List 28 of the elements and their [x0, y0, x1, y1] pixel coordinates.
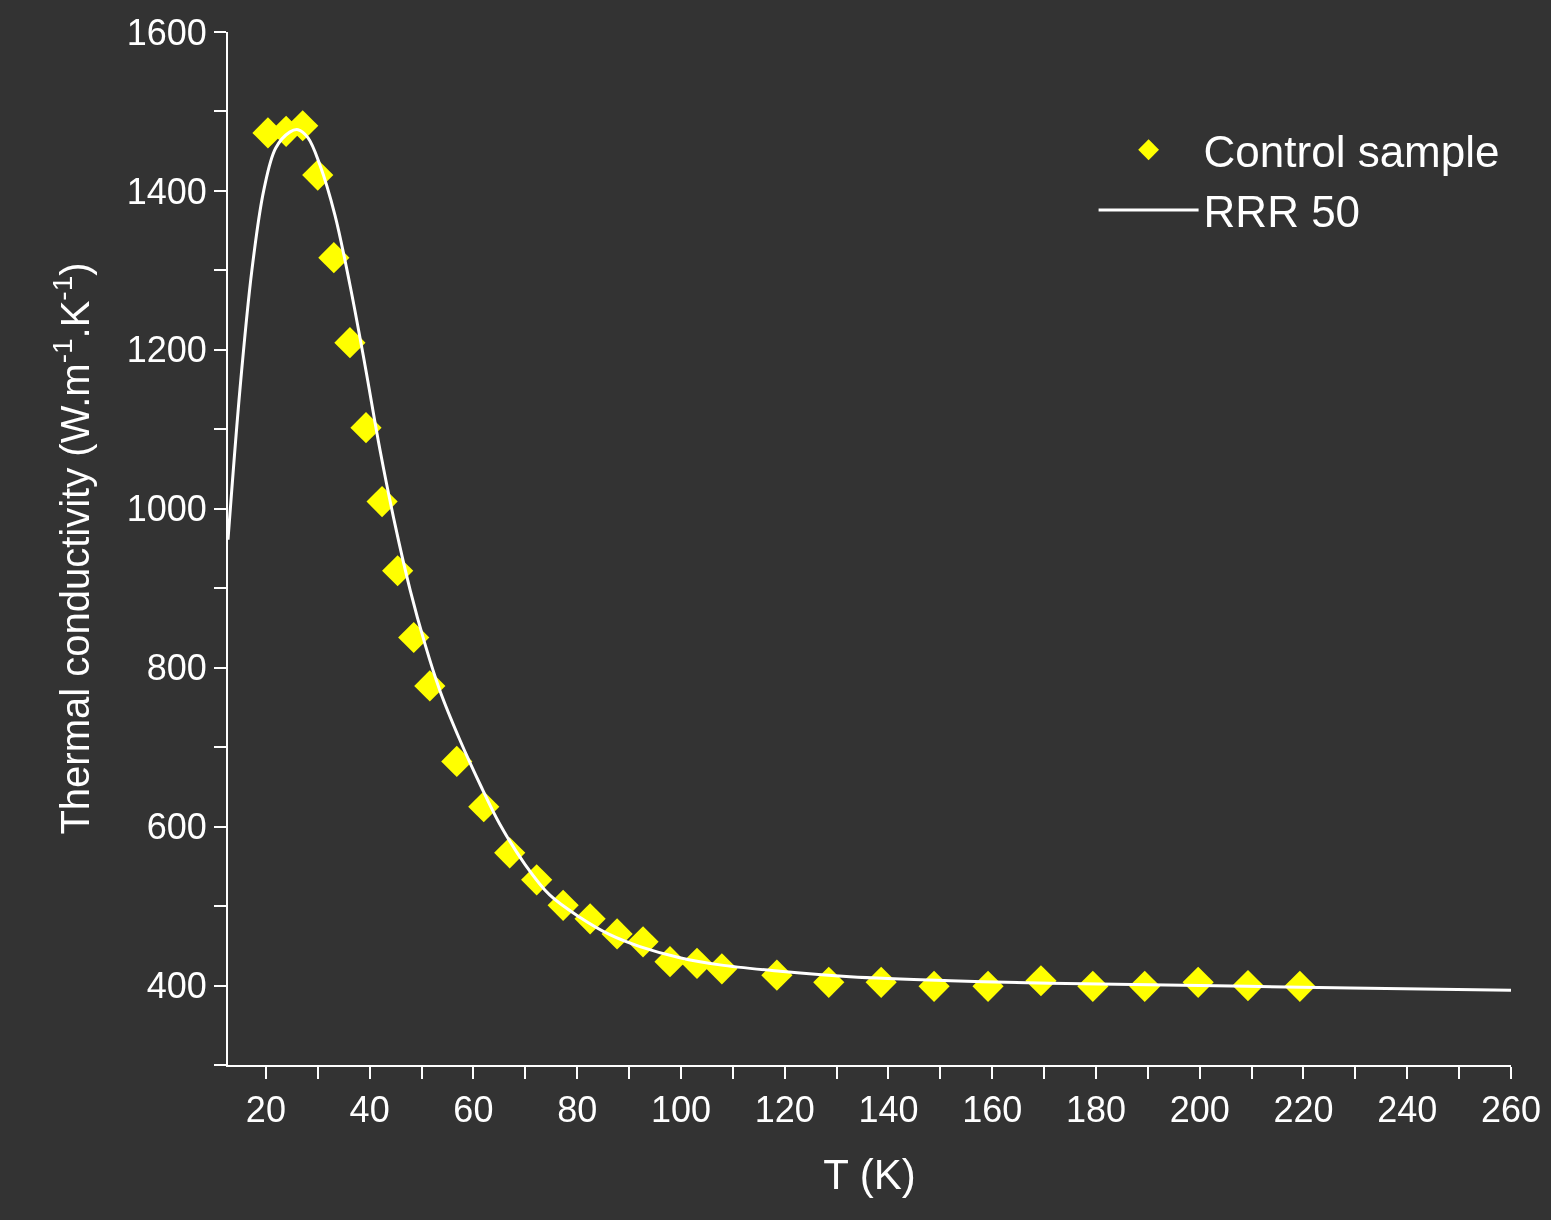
- x-tick-label: 100: [650, 1089, 711, 1131]
- x-tick-label: 200: [1169, 1089, 1230, 1131]
- point: [334, 327, 366, 359]
- x-tick-label: 260: [1480, 1089, 1542, 1131]
- x-tick-label: 220: [1273, 1089, 1334, 1131]
- y-tick-label: 600: [146, 806, 207, 848]
- x-tick-label: 40: [349, 1089, 390, 1131]
- point: [318, 242, 350, 274]
- x-tick-label: 160: [962, 1089, 1023, 1131]
- x-tick-label: 140: [858, 1089, 919, 1131]
- x-tick-label: 60: [453, 1089, 494, 1131]
- legend-label: Control sample: [1203, 126, 1500, 176]
- y-tick-label: 800: [146, 647, 207, 689]
- point: [366, 486, 398, 518]
- x-tick-label: 80: [557, 1089, 598, 1131]
- y-tick-label: 1000: [126, 488, 207, 530]
- y-tick-label: 1600: [126, 11, 207, 53]
- x-tick-label: 240: [1377, 1089, 1438, 1131]
- point: [441, 745, 473, 778]
- x-tick-label: 20: [245, 1089, 286, 1131]
- x-tick-label: 180: [1065, 1089, 1126, 1131]
- x-tick-label: 120: [754, 1089, 815, 1131]
- legend-label: RRR 50: [1203, 187, 1361, 237]
- y-tick-label: 1400: [126, 170, 207, 212]
- x-axis-title: T (K): [823, 1150, 916, 1198]
- y-tick-label: 400: [146, 965, 207, 1007]
- point: [350, 412, 382, 444]
- y-tick-label: 1200: [126, 329, 207, 371]
